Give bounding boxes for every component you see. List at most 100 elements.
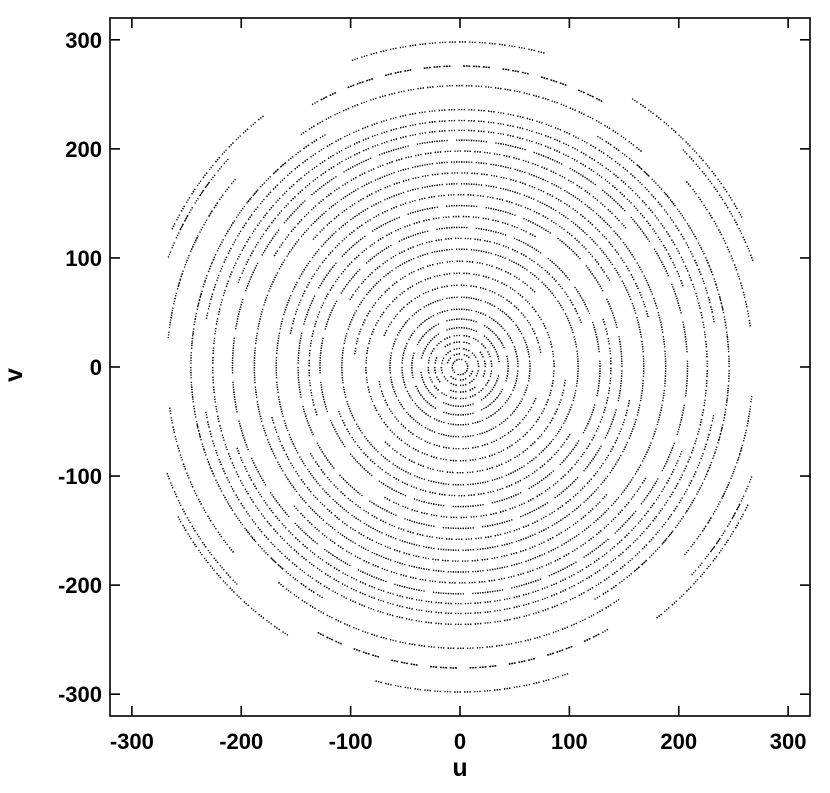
uv-track-segment	[614, 320, 618, 329]
uv-track-segment	[302, 264, 308, 272]
uv-track-segment	[569, 595, 577, 601]
uv-track-segment	[212, 254, 217, 262]
uv-track-segment	[357, 569, 365, 574]
uv-track-segment	[576, 354, 579, 363]
uv-track-segment	[390, 512, 398, 517]
uv-track-segment	[527, 405, 533, 413]
uv-track-segment	[406, 606, 414, 610]
uv-track-segment	[423, 545, 431, 549]
uv-track-segment	[440, 458, 448, 461]
uv-track-segment	[428, 645, 436, 648]
uv-track-segment	[299, 130, 307, 136]
uv-track-segment	[600, 478, 606, 486]
uv-track-segment	[690, 446, 695, 454]
uv-track-segment	[553, 148, 561, 154]
uv-track-segment	[501, 68, 509, 71]
uv-track-segment	[709, 545, 716, 553]
uv-track-segment	[457, 372, 465, 376]
uv-track-segment	[540, 475, 548, 482]
uv-track-segment	[375, 553, 384, 558]
uv-track-segment	[216, 572, 223, 580]
uv-track-segment	[264, 175, 272, 183]
uv-track-segment	[630, 252, 636, 260]
uv-track-segment	[566, 645, 574, 650]
uv-track-segment	[437, 120, 446, 123]
uv-track-segment	[530, 440, 537, 447]
uv-track-segment	[364, 78, 373, 82]
uv-track-segment	[660, 403, 663, 412]
uv-track-segment	[665, 230, 671, 238]
uv-track-segment	[734, 521, 740, 529]
uv-track-segment	[325, 192, 332, 199]
uv-track-segment	[618, 427, 623, 435]
uv-track-segment	[249, 271, 255, 279]
uv-track-segment	[346, 400, 350, 409]
uv-track-segment	[369, 459, 377, 466]
uv-track-segment	[527, 374, 531, 382]
uv-track-segment	[495, 392, 502, 399]
uv-track-segment	[209, 174, 216, 182]
uv-track-segment	[464, 360, 469, 368]
uv-track-segment	[629, 476, 635, 484]
uv-track-segment	[534, 577, 543, 582]
uv-track-segment	[235, 405, 238, 414]
uv-track-segment	[733, 263, 738, 271]
uv-track-segment	[434, 238, 443, 242]
uv-track-segment	[518, 181, 527, 185]
uv-track-segment	[536, 176, 545, 181]
uv-track-segment	[496, 354, 500, 363]
uv-track-segment	[498, 209, 507, 213]
uv-track-segment	[471, 337, 480, 342]
uv-track-segment	[323, 585, 331, 591]
uv-track-segment	[642, 231, 648, 239]
uv-track-segment	[557, 504, 565, 510]
uv-track-segment	[294, 308, 299, 316]
uv-track-segment	[307, 304, 312, 312]
uv-track-segment	[408, 519, 417, 524]
uv-track-segment	[264, 225, 271, 233]
uv-track-segment	[509, 178, 517, 182]
uv-track-segment	[504, 270, 512, 275]
uv-track-segment	[420, 352, 425, 360]
uv-track-segment	[514, 379, 518, 387]
uv-track-segment	[257, 470, 263, 478]
uv-track-segment	[251, 518, 257, 526]
uv-track-segment	[663, 192, 670, 199]
uv-track-segment	[727, 384, 730, 392]
uv-track-segment	[380, 636, 388, 640]
uv-track-segment	[508, 189, 517, 194]
uv-track-segment	[170, 223, 176, 231]
uv-track-segment	[319, 171, 327, 177]
uv-track-segment	[712, 554, 719, 562]
uv-track-segment	[435, 298, 444, 303]
uv-track-segment	[491, 545, 500, 549]
uv-track-segment	[642, 170, 649, 177]
uv-track-segment	[610, 417, 615, 426]
uv-track-segment	[191, 332, 194, 340]
uv-track-segment	[500, 221, 509, 226]
uv-track-segment	[219, 425, 223, 433]
uv-track-segment	[411, 210, 419, 214]
uv-track-segment	[430, 455, 439, 459]
uv-track-segment	[282, 217, 289, 225]
uv-track-segment	[707, 295, 711, 304]
uv-track-segment	[680, 214, 686, 221]
uv-track-segment	[284, 474, 290, 482]
uv-track-segment	[252, 462, 258, 470]
uv-track-segment	[588, 236, 595, 243]
uv-track-segment	[533, 681, 541, 685]
uv-track-segment	[542, 607, 550, 612]
uv-track-segment	[387, 195, 396, 200]
uv-track-segment	[277, 435, 282, 444]
uv-track-segment	[649, 485, 655, 493]
uv-track-segment	[736, 272, 741, 280]
uv-track-segment	[624, 244, 631, 252]
uv-track-segment	[254, 466, 260, 474]
uv-track-segment	[680, 255, 685, 263]
uv-track-segment	[518, 501, 527, 507]
uv-track-segment	[228, 271, 233, 279]
uv-track-segment	[216, 165, 223, 173]
uv-track-segment	[374, 188, 382, 194]
uv-track-segment	[525, 581, 533, 585]
uv-track-segment	[193, 197, 199, 205]
